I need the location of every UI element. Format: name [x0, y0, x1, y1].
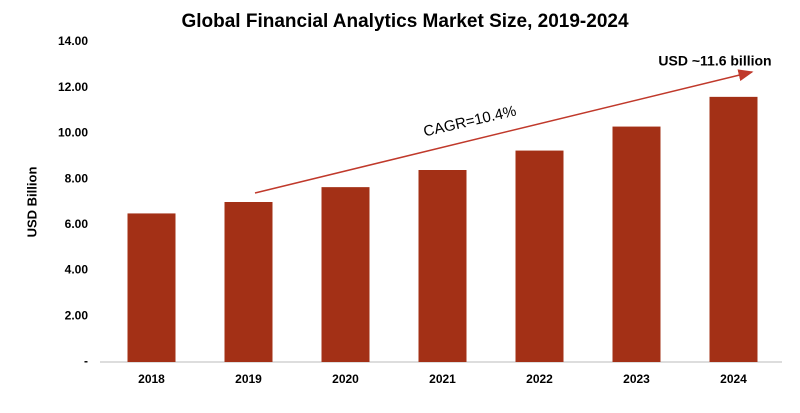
x-tick-label: 2023 [623, 372, 650, 386]
value-annotation: USD ~11.6 billion [658, 53, 771, 69]
x-tick-label: 2021 [429, 372, 456, 386]
x-tick-label: 2022 [526, 372, 553, 386]
cagr-annotation: CAGR=10.4% [422, 103, 518, 141]
x-tick-label: 2020 [332, 372, 359, 386]
y-tick-label: 2.00 [65, 308, 89, 322]
x-tick-label: 2024 [720, 372, 747, 386]
y-tick-label: 6.00 [65, 217, 89, 231]
bar [515, 150, 564, 362]
y-tick-label: 4.00 [65, 263, 89, 277]
y-axis-label: USD Billion [24, 167, 39, 238]
bar [612, 126, 661, 362]
bar [127, 213, 176, 362]
y-tick-label: - [84, 354, 88, 368]
bar [224, 202, 273, 362]
y-tick-label: 12.00 [58, 80, 88, 94]
bar [321, 187, 370, 362]
bar [418, 170, 467, 362]
cagr-arrow [254, 69, 754, 194]
y-tick-label: 10.00 [58, 126, 88, 140]
x-tick-label: 2018 [138, 372, 165, 386]
y-tick-label: 8.00 [65, 171, 89, 185]
y-tick-label: 14.00 [58, 34, 88, 48]
x-tick-label: 2019 [235, 372, 262, 386]
bar [709, 96, 758, 362]
chart-title: Global Financial Analytics Market Size, … [181, 11, 628, 32]
